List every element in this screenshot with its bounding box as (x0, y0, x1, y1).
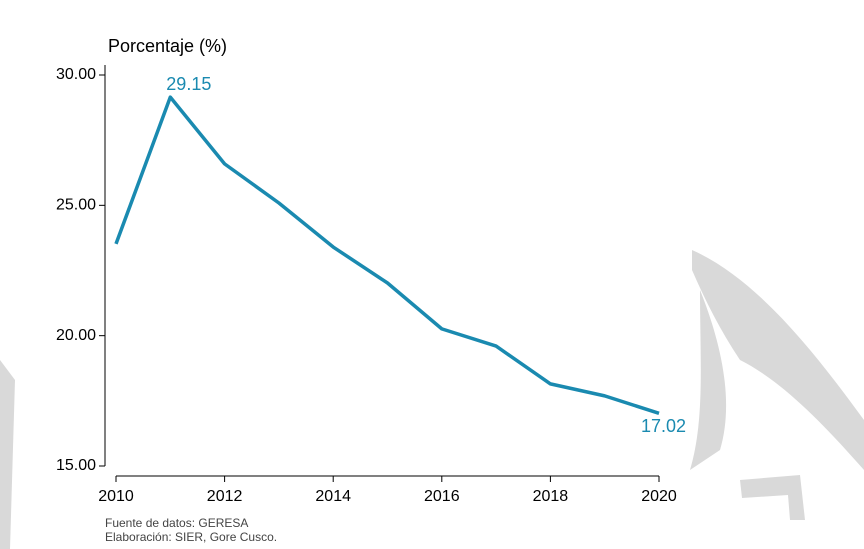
y-tick-label: 20.00 (56, 327, 96, 344)
y-tick-label: 25.00 (56, 197, 96, 214)
x-tick-label: 2012 (207, 488, 243, 505)
data-label: 29.15 (166, 74, 211, 94)
y-tick-label: 30.00 (56, 66, 96, 83)
x-tick-label: 2020 (641, 488, 677, 505)
note: Elaboración: SIER, Gore Cusco. (105, 530, 277, 544)
x-tick-label: 2018 (533, 488, 569, 505)
line (114, 95, 660, 416)
x-tick-label: 2014 (315, 488, 351, 505)
y-axis-label: Porcentaje (%) (108, 36, 227, 56)
x-tick-label: 2010 (98, 488, 134, 505)
watermark (0, 250, 864, 549)
x-tick-label: 2016 (424, 488, 460, 505)
y-tick-label: 15.00 (56, 457, 96, 474)
data-label: 17.02 (641, 416, 686, 436)
note: Fuente de datos: GERESA (105, 516, 248, 530)
